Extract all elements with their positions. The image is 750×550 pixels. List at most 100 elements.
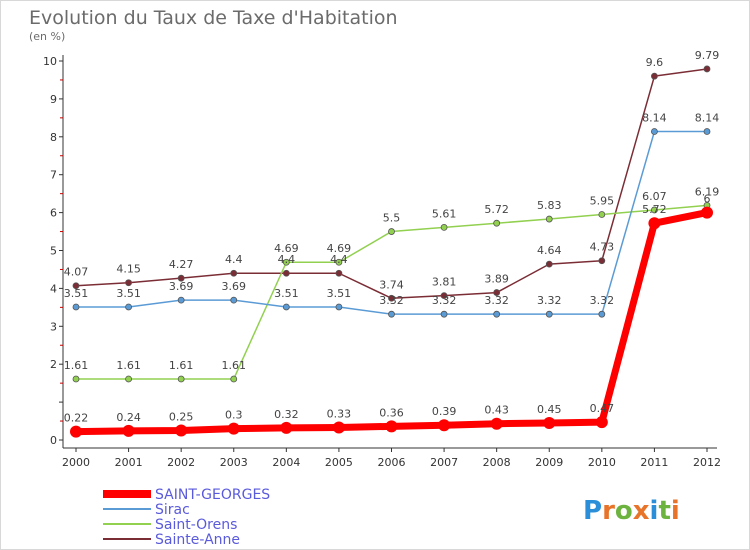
data-point — [332, 421, 345, 434]
data-label: 3.74 — [379, 278, 404, 291]
data-label: 6.07 — [642, 190, 667, 203]
data-point — [335, 303, 343, 311]
y-tick-label: 4 — [50, 282, 57, 295]
data-label: 0.47 — [590, 402, 615, 415]
x-tick-label: 2010 — [588, 456, 616, 469]
data-label: 0.32 — [274, 408, 299, 421]
data-label: 3.32 — [537, 294, 562, 307]
data-label: 1.61 — [64, 359, 89, 372]
data-label: 3.51 — [64, 287, 89, 300]
data-label: 3.32 — [379, 294, 404, 307]
data-label: 9.6 — [646, 56, 664, 69]
data-label: 8.14 — [695, 111, 720, 124]
data-label: 5.83 — [537, 199, 562, 212]
data-point — [651, 128, 658, 135]
x-tick-label: 2008 — [483, 456, 511, 469]
y-tick-label: 5 — [50, 245, 57, 258]
data-point — [388, 310, 395, 318]
x-tick-label: 2003 — [220, 456, 248, 469]
data-label: 0.22 — [64, 412, 89, 425]
data-label: 1.61 — [116, 359, 141, 372]
data-point — [122, 424, 135, 437]
data-point — [440, 310, 448, 318]
data-label: 5.72 — [484, 203, 509, 216]
y-tick-label: 8 — [50, 131, 57, 144]
data-label: 4.69 — [327, 242, 352, 255]
x-tick-label: 2012 — [693, 456, 721, 469]
data-label: 0.45 — [537, 403, 562, 416]
legend-label: Sirac — [155, 502, 190, 518]
data-label: 0.39 — [432, 405, 457, 418]
x-tick-label: 2005 — [325, 456, 353, 469]
data-point — [385, 420, 398, 433]
x-tick-label: 2002 — [167, 456, 195, 469]
data-label: 5.95 — [590, 194, 615, 207]
data-point — [493, 289, 501, 296]
data-point — [125, 303, 132, 311]
data-label: 3.32 — [590, 294, 615, 307]
data-label: 4.4 — [225, 253, 243, 266]
data-label: 3.32 — [432, 294, 457, 307]
data-label: 3.51 — [327, 287, 352, 300]
data-label: 1.61 — [169, 359, 194, 372]
data-point — [440, 292, 448, 300]
data-label: 4.4 — [278, 253, 296, 266]
data-point — [280, 421, 293, 434]
data-label: 9.79 — [695, 49, 720, 62]
data-point — [335, 269, 343, 277]
data-point — [282, 303, 290, 311]
data-point — [493, 219, 501, 227]
data-label: 0.43 — [484, 404, 509, 417]
data-point — [651, 72, 658, 80]
data-point — [703, 128, 711, 135]
x-tick-label: 2007 — [430, 456, 458, 469]
data-point — [175, 424, 188, 437]
data-point — [72, 303, 80, 311]
data-point — [545, 215, 553, 223]
proxiti-logo: Proxiti — [583, 496, 680, 526]
data-point — [545, 260, 553, 268]
data-point — [72, 375, 80, 383]
data-label: 5.61 — [432, 207, 457, 220]
data-label: 0.33 — [327, 407, 352, 420]
data-point — [598, 310, 606, 318]
data-point — [125, 375, 132, 383]
data-label: 4.64 — [537, 244, 562, 257]
data-label: 0.24 — [116, 411, 141, 424]
legend-label: Saint-Orens — [155, 517, 237, 533]
y-tick-label: 3 — [50, 320, 57, 333]
data-point — [703, 65, 711, 73]
data-point — [543, 416, 556, 429]
data-label: 8.14 — [642, 111, 667, 124]
data-point — [230, 269, 238, 277]
legend-label: SAINT-GEORGES — [155, 487, 270, 503]
data-label: 3.32 — [484, 294, 509, 307]
data-label: 4.69 — [274, 242, 299, 255]
chart-title: Evolution du Taux de Taxe d'Habitation — [29, 7, 398, 29]
data-label: 3.89 — [484, 273, 509, 286]
y-tick-label: 6 — [50, 207, 57, 220]
x-tick-label: 2011 — [640, 456, 668, 469]
data-label: 0.36 — [379, 406, 404, 419]
data-label: 4.73 — [590, 241, 615, 254]
y-tick-label: 9 — [50, 93, 57, 106]
y-tick-label: 2 — [50, 358, 57, 371]
data-point — [701, 206, 713, 219]
data-point — [230, 296, 238, 304]
data-point — [72, 282, 80, 290]
data-label: 4.15 — [116, 263, 141, 276]
data-point — [282, 258, 290, 266]
y-tick-label: 10 — [43, 55, 57, 68]
data-point — [335, 258, 343, 266]
data-label: 4.4 — [330, 253, 348, 266]
data-label: 4.27 — [169, 258, 194, 271]
data-label: 6.19 — [695, 185, 720, 198]
chart-subtitle: (en %) — [29, 30, 66, 43]
y-tick-label: 7 — [50, 169, 57, 182]
data-point — [227, 422, 240, 435]
data-label: 3.69 — [222, 280, 247, 293]
x-tick-label: 2000 — [62, 456, 90, 469]
data-label: 0.3 — [225, 409, 243, 422]
data-label: 5.72 — [642, 203, 667, 216]
